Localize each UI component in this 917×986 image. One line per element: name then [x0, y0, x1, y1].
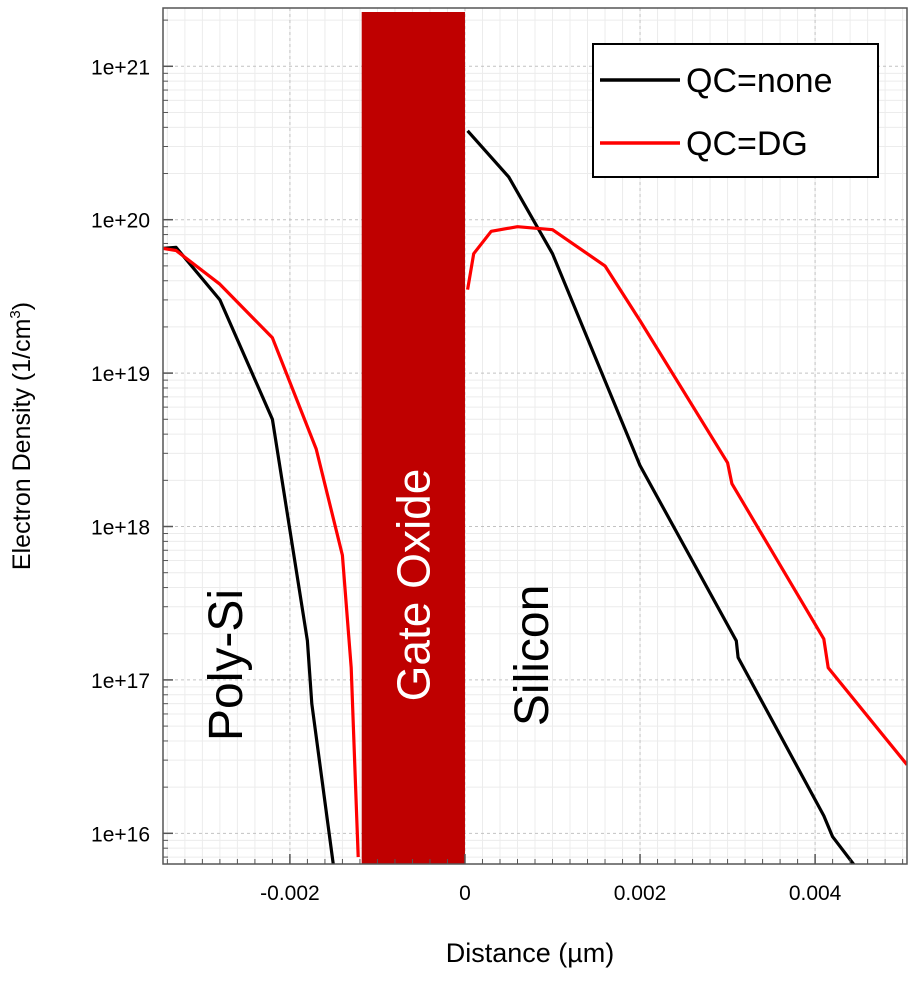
x-axis-label: Distance (µm)	[446, 938, 615, 968]
gate-oxide-label: Gate Oxide	[387, 469, 439, 702]
gate-oxide-region	[361, 12, 465, 864]
y-tick-label: 1e+16	[91, 823, 150, 846]
y-tick-label: 1e+18	[91, 517, 150, 540]
y-tick-label: 1e+20	[91, 210, 150, 233]
legend-label: QC=none	[686, 62, 833, 100]
series-line-qc-dg	[466, 225, 907, 766]
series-line-qc-none	[466, 129, 856, 864]
y-axis-label: Electron Density (1/cm3)	[7, 302, 36, 570]
y-axis-label-close: )	[8, 302, 36, 310]
legend-label: QC=DG	[686, 125, 808, 163]
x-tick-label: 0	[459, 882, 471, 905]
region-labels: Poly-Si Silicon	[200, 585, 559, 741]
y-tick-label: 1e+21	[91, 56, 150, 79]
x-tick-label: 0.004	[789, 882, 842, 905]
y-axis-label-main: Electron Density (1/cm	[8, 319, 36, 570]
y-tick-label: 1e+17	[91, 670, 150, 693]
region-label-poly-si: Poly-Si	[200, 589, 253, 741]
grid	[163, 8, 907, 864]
x-tick-label: 0.002	[614, 882, 667, 905]
series-line-qc-dg	[163, 246, 360, 858]
series-layer	[163, 129, 907, 864]
y-tick-label: 1e+19	[91, 363, 150, 386]
legend: QC=none QC=DG	[592, 43, 879, 178]
region-label-silicon: Silicon	[506, 585, 559, 726]
legend-box	[592, 43, 879, 178]
y-axis-label-sup: 3	[7, 310, 24, 318]
axis-ticks: -0.002 0 0.002 0.004 1e+16 1e+17 1e+18 1e+19 1e+…	[91, 19, 904, 905]
x-tick-label: -0.002	[260, 882, 320, 905]
oxide-region-layer: Gate Oxide	[361, 12, 465, 864]
